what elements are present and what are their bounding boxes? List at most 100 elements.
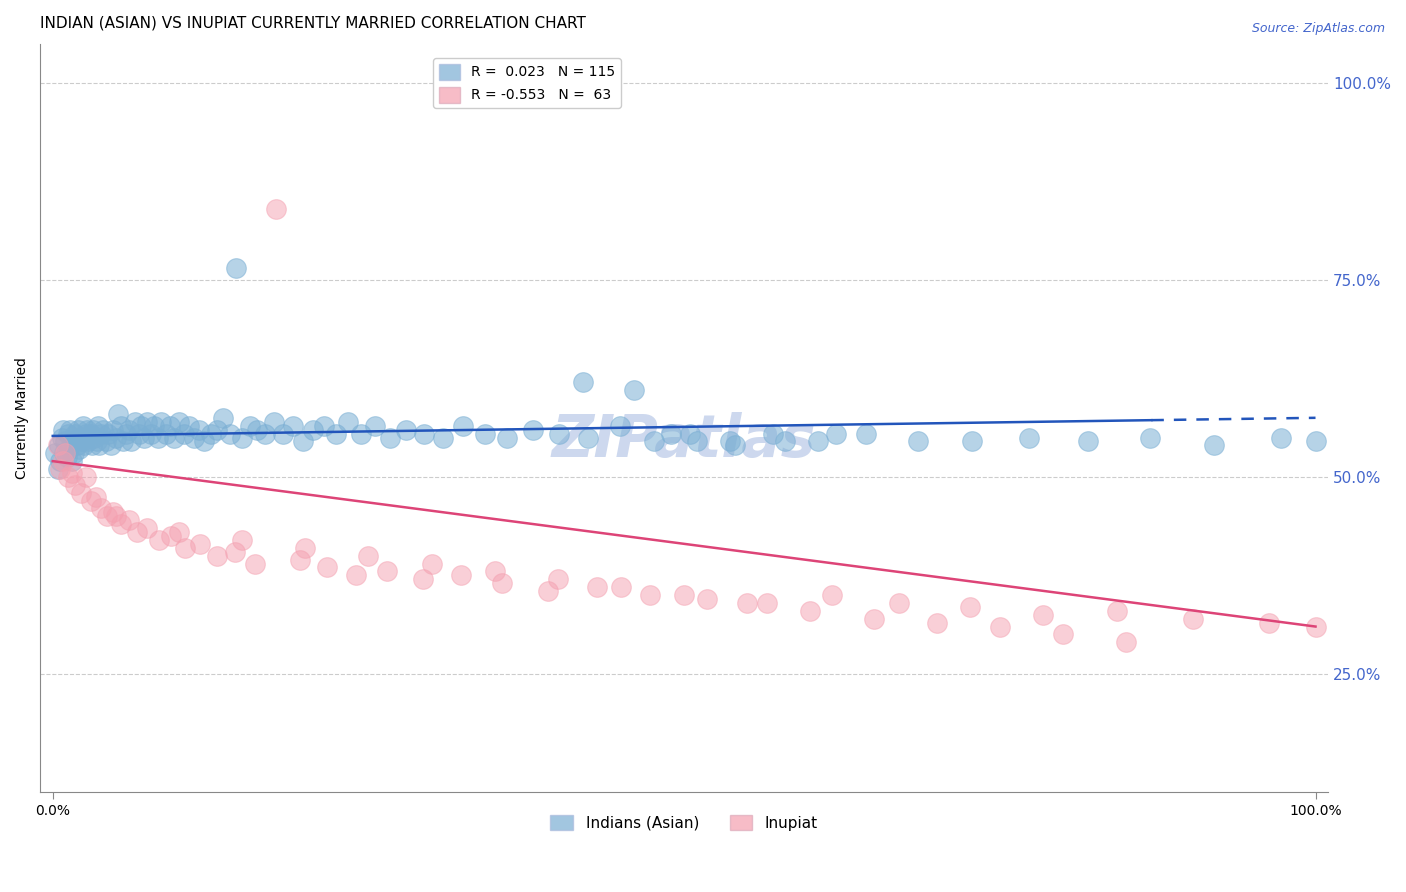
- Point: [75, 426, 97, 441]
- Point: [451, 418, 474, 433]
- Point: [643, 434, 665, 449]
- Point: [53, 446, 76, 460]
- Point: [66, 423, 89, 437]
- Point: [807, 434, 830, 449]
- Point: [70, 434, 93, 449]
- Point: [263, 415, 285, 429]
- Point: [89, 438, 111, 452]
- Point: [160, 529, 183, 543]
- Point: [87, 418, 110, 433]
- Point: [212, 410, 235, 425]
- Point: [73, 438, 96, 452]
- Point: [55, 450, 77, 465]
- Point: [799, 604, 821, 618]
- Point: [82, 423, 104, 437]
- Point: [357, 549, 380, 563]
- Point: [110, 418, 132, 433]
- Point: [53, 446, 76, 460]
- Point: [124, 415, 146, 429]
- Point: [97, 426, 120, 441]
- Point: [107, 407, 129, 421]
- Point: [673, 588, 696, 602]
- Point: [412, 572, 434, 586]
- Point: [86, 434, 108, 449]
- Point: [65, 426, 87, 441]
- Point: [686, 434, 709, 449]
- Point: [84, 490, 107, 504]
- Point: [1107, 604, 1129, 618]
- Point: [96, 509, 118, 524]
- Point: [183, 430, 205, 444]
- Point: [855, 426, 877, 441]
- Point: [58, 442, 80, 457]
- Point: [239, 418, 262, 433]
- Point: [364, 418, 387, 433]
- Point: [474, 426, 496, 441]
- Point: [69, 430, 91, 444]
- Point: [907, 434, 929, 449]
- Point: [1204, 438, 1226, 452]
- Point: [103, 505, 125, 519]
- Point: [75, 470, 97, 484]
- Point: [80, 438, 103, 452]
- Point: [432, 430, 454, 444]
- Point: [49, 462, 72, 476]
- Point: [46, 462, 69, 476]
- Point: [756, 596, 779, 610]
- Point: [44, 446, 66, 460]
- Point: [548, 426, 571, 441]
- Point: [609, 418, 631, 433]
- Point: [205, 423, 228, 437]
- Point: [136, 415, 159, 429]
- Point: [141, 426, 163, 441]
- Point: [960, 434, 983, 449]
- Point: [281, 418, 304, 433]
- Point: [103, 423, 125, 437]
- Point: [302, 423, 325, 437]
- Point: [623, 383, 645, 397]
- Point: [522, 423, 544, 437]
- Point: [576, 430, 599, 444]
- Point: [167, 415, 190, 429]
- Point: [91, 423, 114, 437]
- Point: [112, 434, 135, 449]
- Point: [79, 426, 101, 441]
- Point: [110, 517, 132, 532]
- Point: [104, 509, 127, 524]
- Point: [337, 415, 360, 429]
- Point: [193, 434, 215, 449]
- Point: [491, 576, 513, 591]
- Legend: Indians (Asian), Inupiat: Indians (Asian), Inupiat: [544, 808, 824, 837]
- Text: ZIPatlas: ZIPatlas: [553, 412, 817, 469]
- Point: [350, 426, 373, 441]
- Point: [115, 426, 138, 441]
- Point: [52, 454, 75, 468]
- Point: [51, 430, 73, 444]
- Text: Source: ZipAtlas.com: Source: ZipAtlas.com: [1251, 22, 1385, 36]
- Point: [127, 524, 149, 539]
- Point: [120, 434, 142, 449]
- Point: [661, 426, 683, 441]
- Point: [148, 533, 170, 547]
- Point: [173, 426, 195, 441]
- Point: [52, 423, 75, 437]
- Point: [377, 565, 399, 579]
- Point: [48, 438, 70, 452]
- Point: [1115, 635, 1137, 649]
- Point: [100, 438, 122, 452]
- Point: [959, 599, 981, 614]
- Point: [925, 615, 948, 630]
- Point: [290, 552, 312, 566]
- Point: [77, 434, 100, 449]
- Point: [1305, 434, 1327, 449]
- Point: [179, 418, 201, 433]
- Point: [1077, 434, 1099, 449]
- Point: [988, 619, 1011, 633]
- Point: [146, 430, 169, 444]
- Point: [450, 568, 472, 582]
- Point: [824, 426, 846, 441]
- Point: [225, 261, 247, 276]
- Point: [253, 426, 276, 441]
- Point: [378, 430, 401, 444]
- Point: [1270, 430, 1292, 444]
